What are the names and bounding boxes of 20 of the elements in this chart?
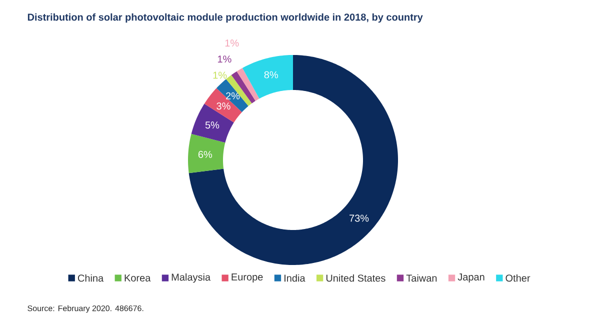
- data-label: 2%: [226, 92, 240, 100]
- legend-label: Europe: [232, 274, 263, 282]
- data-label: 8%: [264, 71, 278, 78]
- legend-label: Malaysia: [172, 273, 211, 283]
- legend-label: United States: [326, 274, 386, 282]
- data-label: 73%: [350, 214, 369, 222]
- legend-label: India: [284, 274, 306, 282]
- legend-label: China: [78, 274, 104, 282]
- legend-label: Japan: [458, 274, 484, 282]
- source-note: Source: February 2020. 486676.: [28, 305, 144, 313]
- data-label: 6%: [198, 150, 212, 158]
- data-label: 1%: [213, 72, 227, 79]
- legend-label: Taiwan: [406, 274, 437, 282]
- data-label: 3%: [216, 102, 230, 110]
- chart-title: Distribution of solar photovoltaic module production worldwide in 2018, by country: [28, 13, 423, 23]
- data-label: 5%: [205, 122, 220, 129]
- legend-label: Korea: [124, 274, 151, 282]
- data-label: 1%: [225, 40, 239, 47]
- data-label: 1%: [218, 56, 232, 63]
- legend-label: Other: [506, 274, 530, 282]
